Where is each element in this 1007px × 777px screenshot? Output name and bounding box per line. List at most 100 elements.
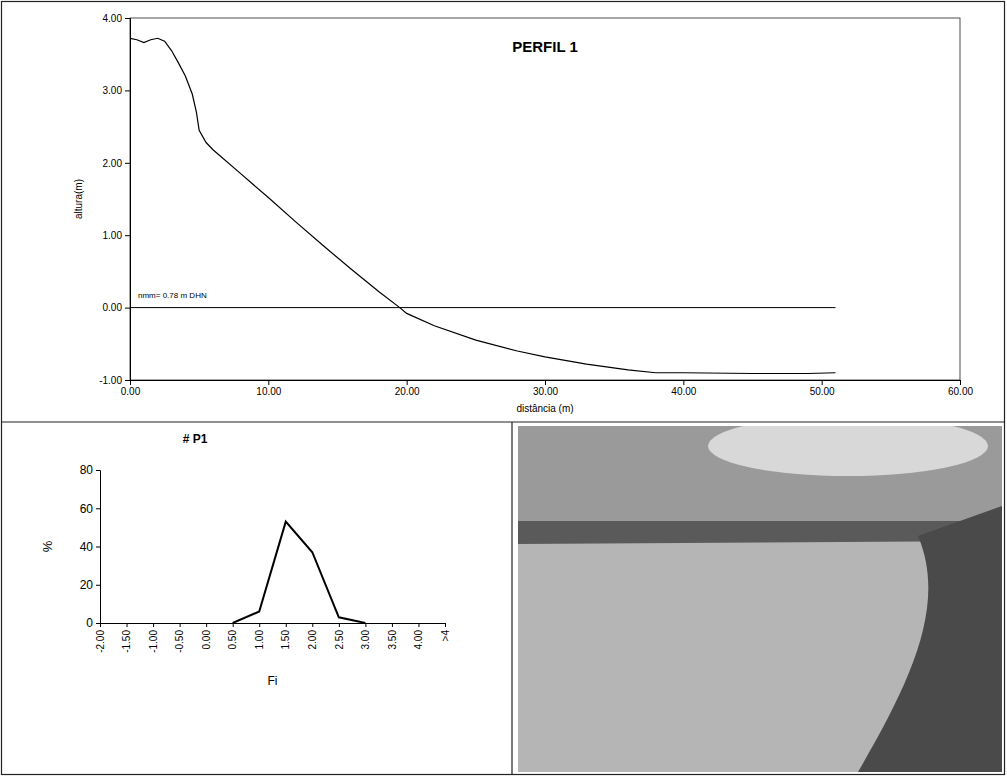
title: PERFIL 1 (512, 38, 578, 55)
tick-label: 0.00 (121, 386, 141, 397)
x-axis: 0.00 10.00 20.00 30.00 40.00 50.00 60.00 (121, 380, 974, 397)
sea-level-line (130, 307, 836, 308)
tick-label: 40 (80, 540, 94, 554)
tick-mark (365, 623, 366, 627)
tick-mark (407, 380, 408, 385)
tick-label: -1.50 (121, 630, 132, 653)
tick-label: 40.00 (671, 386, 696, 397)
axis-line (101, 624, 446, 628)
profile-chart: 0.00 10.00 20.00 30.00 40.00 50.00 60.00 -1.000… (73, 13, 973, 414)
tick-mark (180, 623, 181, 627)
tick-label: >4 (440, 630, 451, 642)
tick-mark (312, 623, 313, 627)
tick-label: 2.00 (103, 158, 123, 169)
tick-label: 3.00 (360, 630, 371, 650)
tick-label: 2.50 (334, 630, 345, 650)
plot-frame (130, 18, 960, 380)
tick-mark (153, 623, 154, 627)
tick-mark (127, 623, 128, 627)
axis-line (131, 381, 961, 386)
tick-label: 2.00 (307, 630, 318, 650)
tick: -1.00 (99, 375, 130, 386)
tick: 3.00 (360, 623, 371, 649)
tick-mark (545, 380, 546, 385)
tick-mark (206, 623, 207, 627)
axis-line (125, 19, 131, 381)
tick-mark (125, 163, 130, 164)
annotation: nmm= 0.78 m DHN (138, 291, 207, 300)
x-axis-title: Fi (268, 674, 278, 688)
tick: 0.50 (227, 623, 238, 649)
tick: 50.00 (810, 380, 835, 397)
plot-area (233, 522, 366, 623)
tick-label: 60.00 (948, 386, 973, 397)
tick-label: 0.00 (201, 630, 212, 650)
photo-cloud (708, 426, 988, 476)
panel-divider (2, 421, 1005, 422)
axis-line (96, 471, 101, 624)
tick: 20.00 (395, 380, 420, 397)
tick-label: 4.00 (413, 630, 424, 650)
x-axis-title: distância (m) (516, 403, 573, 414)
figure: 0.0010.0020.0030.0040.0050.0060.00-1.000… (0, 0, 1007, 777)
photo-sky (518, 426, 1002, 772)
panel-divider (511, 422, 512, 775)
tick-label: -1.00 (99, 375, 122, 386)
tick: 10.00 (256, 380, 281, 397)
tick-mark (125, 308, 130, 309)
tick: -0.50 (174, 623, 185, 653)
tick-label: -2.00 (95, 630, 106, 653)
tick-mark (960, 380, 961, 385)
tick-label: 0 (86, 616, 93, 630)
tick-mark (125, 380, 130, 381)
tick: 80 (80, 463, 100, 477)
tick-mark (125, 90, 130, 91)
tick-mark (445, 623, 446, 627)
tick: 60.00 (948, 380, 973, 397)
tick: 4.00 (413, 623, 424, 649)
tick-label: 10.00 (256, 386, 281, 397)
tick-mark (339, 623, 340, 627)
tick-label: 3.00 (103, 85, 123, 96)
tick: 2.00 (307, 623, 318, 649)
tick-label: 20 (80, 578, 94, 592)
tick-mark (125, 235, 130, 236)
y-axis-title: % (40, 540, 55, 552)
tick-label: 1.50 (280, 630, 291, 650)
tick-label: 80 (80, 463, 94, 477)
title: # P1 (183, 432, 208, 446)
tick: 0.00 (201, 623, 212, 649)
tick-label: 1.00 (103, 230, 123, 241)
tick: -1.50 (121, 623, 132, 653)
distribution-line (233, 522, 366, 623)
tick-mark (268, 380, 269, 385)
y-axis: 020406080 (80, 463, 101, 630)
tick: 3.50 (387, 623, 398, 649)
tick: 3.00 (103, 85, 130, 96)
tick-mark (96, 508, 100, 509)
tick: -1.00 (148, 623, 159, 653)
tick: -2.00 (95, 623, 106, 653)
tick-label: 4.00 (103, 13, 123, 24)
tick: 0 (86, 616, 100, 630)
tick-mark (683, 380, 684, 385)
tick-label: 0.50 (227, 630, 238, 650)
tick: 40.00 (671, 380, 696, 397)
tick: >4 (440, 623, 451, 641)
tick-mark (125, 18, 130, 19)
tick: 0.00 (121, 380, 141, 397)
outer-border (2, 2, 1005, 775)
profile-line (130, 38, 836, 373)
tick: 20 (80, 578, 100, 592)
tick-label: 50.00 (810, 386, 835, 397)
x-axis: -2.00-1.50-1.00-0.500.000.501.001.502.00… (95, 623, 451, 653)
tick-label: -0.50 (174, 630, 185, 653)
tick: 30.00 (533, 380, 558, 397)
tick: 1.50 (280, 623, 291, 649)
tick-label: -1.00 (148, 630, 159, 653)
tick-mark (96, 585, 100, 586)
tick-label: 30.00 (533, 386, 558, 397)
tick: 40 (80, 540, 100, 554)
tick-mark (96, 547, 100, 548)
tick-label: 20.00 (395, 386, 420, 397)
